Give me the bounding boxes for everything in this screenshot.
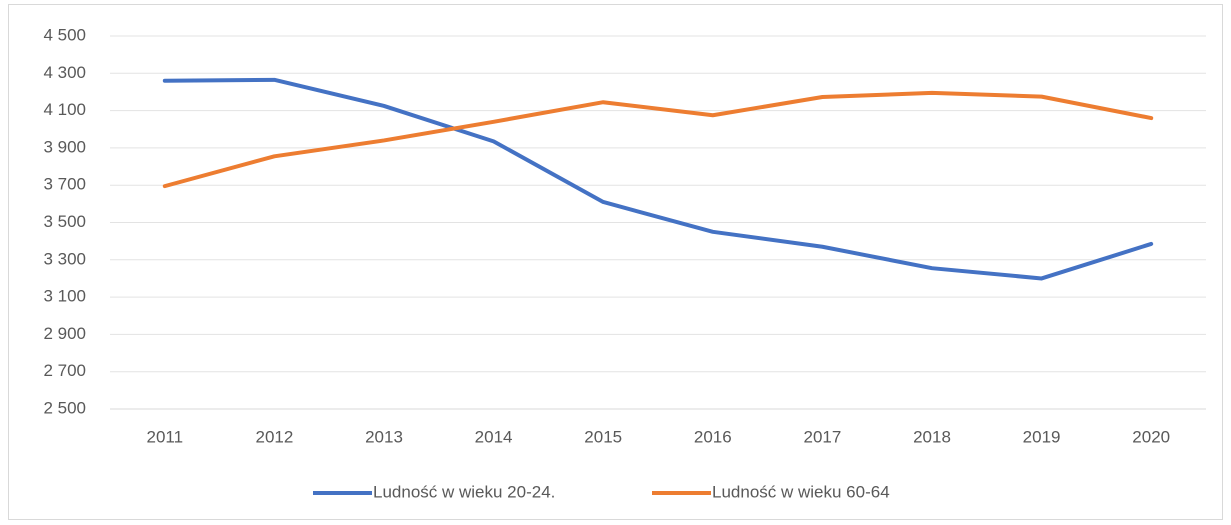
y-tick-label: 3 100 <box>43 287 86 306</box>
series-line <box>162 90 1154 189</box>
y-tick-label: 2 900 <box>43 324 86 343</box>
series-line <box>162 77 1154 281</box>
y-tick-label: 4 300 <box>43 63 86 82</box>
x-tick-label: 2018 <box>913 427 951 446</box>
y-tick-label: 3 700 <box>43 175 86 194</box>
x-tick-label: 2017 <box>803 427 841 446</box>
y-tick-label: 4 100 <box>43 100 86 119</box>
chart-border <box>8 4 1223 520</box>
x-tick-label: 2019 <box>1023 427 1061 446</box>
x-tick-label: 2016 <box>694 427 732 446</box>
x-tick-label: 2015 <box>584 427 622 446</box>
x-tick-label: 2014 <box>475 427 513 446</box>
x-tick-label: 2020 <box>1132 427 1170 446</box>
x-tick-label: 2013 <box>365 427 403 446</box>
y-tick-label: 2 500 <box>43 398 86 417</box>
legend-label: Ludność w wieku 60-64 <box>712 482 890 501</box>
y-tick-label: 3 900 <box>43 137 86 156</box>
legend-label: Ludność w wieku 20-24. <box>373 482 555 501</box>
y-tick-label: 4 500 <box>43 25 86 44</box>
y-tick-label: 2 700 <box>43 361 86 380</box>
y-tick-label: 3 500 <box>43 212 86 231</box>
x-tick-label: 2011 <box>147 427 184 446</box>
x-tick-label: 2012 <box>255 427 293 446</box>
y-tick-label: 3 300 <box>43 249 86 268</box>
